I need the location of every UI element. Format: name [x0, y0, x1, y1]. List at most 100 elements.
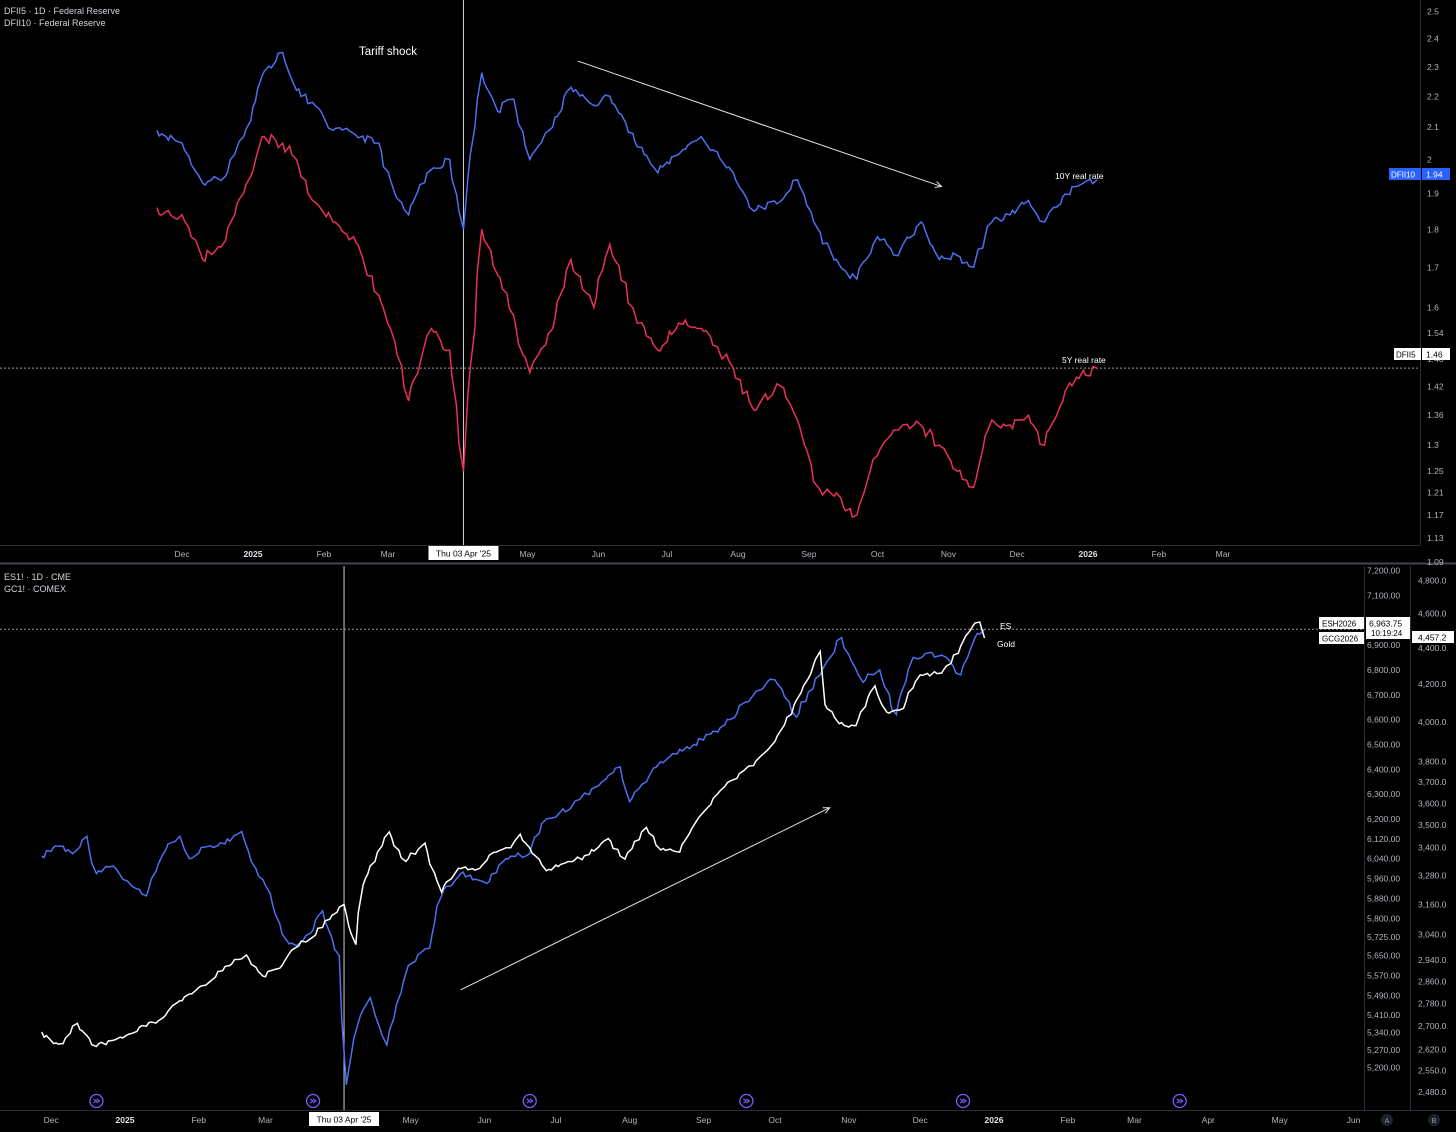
- gold-yaxis-tick-label: 3,280.0: [1418, 870, 1447, 880]
- bottom-trend-arrow: [460, 807, 830, 991]
- gold-yaxis-tick-label: 3,160.0: [1418, 899, 1447, 909]
- gold-yaxis-tick-label: 2,780.0: [1418, 999, 1447, 1009]
- es-series-label: ES: [1000, 621, 1012, 631]
- top-xaxis-tick-label: Jun: [592, 549, 606, 559]
- es-yaxis-tick-label: 6,700.00: [1367, 690, 1400, 700]
- rollover-event-icon-glyph: [309, 1098, 318, 1104]
- bottom-xaxis-tick-label: Jun: [478, 1115, 492, 1125]
- top-xaxis-tick-label: 2025: [244, 549, 263, 559]
- rollover-event-icon[interactable]: [522, 1093, 537, 1109]
- rollover-event-icon-glyph: [526, 1098, 534, 1104]
- top-xaxis-tick-label: Sep: [801, 549, 816, 559]
- top-yaxis-tick-label: 1.09: [1427, 557, 1444, 567]
- rollover-event-icon[interactable]: [1172, 1093, 1187, 1109]
- bottom-xaxis-tick-label: 2026: [985, 1115, 1004, 1125]
- gold-yaxis-tick-label: 3,400.0: [1418, 843, 1447, 853]
- top-yaxis-tick-label: 1.13: [1427, 533, 1444, 543]
- top-yaxis-tick-label: 2.1: [1427, 122, 1439, 132]
- top-xaxis-tick-label: Oct: [871, 549, 885, 559]
- top-yaxis-tick-label: 1.42: [1427, 382, 1444, 392]
- es-yaxis-tick-label: 5,340.00: [1367, 1028, 1400, 1038]
- es-countdown-tag: 10:19:24: [1371, 629, 1403, 638]
- gold-yaxis-tick-label: 2,550.0: [1418, 1065, 1447, 1075]
- dfii5-symbol-tag: DFII5: [1396, 351, 1416, 360]
- es-yaxis-tick-label: 5,960.00: [1367, 874, 1400, 884]
- gold-series-line: [41, 621, 986, 1048]
- gold-value-tag: 4,457.2: [1418, 633, 1447, 643]
- dfii10-symbol-tag: DFII10: [1391, 171, 1416, 180]
- dfii5-series-label: 5Y real rate: [1062, 355, 1106, 365]
- top-yaxis-tick-label: 1.7: [1427, 262, 1439, 272]
- rollover-event-icon[interactable]: [89, 1093, 104, 1109]
- dfii5-symbol-tag-bg: [1394, 348, 1421, 360]
- pane-button-b-label: B: [1432, 1118, 1437, 1125]
- bottom-xaxis-tick-label: Sep: [696, 1115, 711, 1125]
- es-yaxis-tick-label: 6,900.00: [1367, 640, 1400, 650]
- rollover-event-icon-glyph: [743, 1098, 751, 1104]
- gold-yaxis-tick-label: 2,940.0: [1418, 955, 1447, 965]
- es-yaxis-tick-label: 5,270.00: [1367, 1045, 1400, 1055]
- top-trend-arrow: [577, 60, 942, 188]
- es-yaxis-tick-label: 7,100.00: [1367, 590, 1400, 600]
- pane-button-a-label: A: [1385, 1118, 1390, 1125]
- dfii10-series-line: [156, 51, 1098, 281]
- gold-yaxis-tick-label: 4,400.0: [1418, 643, 1447, 653]
- rollover-event-icon[interactable]: [955, 1093, 971, 1109]
- es-value-tag-bg: [1366, 617, 1410, 639]
- top-xaxis-tick-label: Mar: [381, 549, 396, 559]
- es-yaxis-tick-label: 6,500.00: [1367, 739, 1400, 749]
- es-yaxis-tick-label: 6,200.00: [1367, 814, 1400, 824]
- dfii10-value-tag: 1.94: [1426, 170, 1443, 180]
- bottom-crosshair-date-label: Thu 03 Apr '25: [317, 1115, 372, 1125]
- top-xaxis-tick-label: Mar: [1216, 549, 1231, 559]
- top-yaxis-tick-label: 1.8: [1427, 224, 1439, 234]
- gold-value-tag-bg: [1412, 631, 1454, 643]
- es-yaxis-tick-label: 6,800.00: [1367, 665, 1400, 675]
- gold-symbol-tag: GCG2026: [1322, 635, 1359, 644]
- es-yaxis-tick-label: 6,400.00: [1367, 764, 1400, 774]
- bottom-legend-line-1: ES1! · 1D · CME: [4, 572, 71, 582]
- bottom-xaxis-tick-label: Aug: [622, 1115, 637, 1125]
- top-legend-line-2: DFII10 · Federal Reserve: [4, 18, 106, 28]
- pane-button-b[interactable]: [1428, 1114, 1440, 1126]
- gold-yaxis-tick-label: 4,800.0: [1418, 576, 1447, 586]
- top-yaxis-tick-label: 1.25: [1427, 466, 1444, 476]
- es-symbol-tag: ESH2026: [1322, 620, 1357, 629]
- gold-yaxis-tick-label: 3,700.0: [1418, 777, 1447, 787]
- rollover-event-icon-glyph: [959, 1098, 968, 1104]
- es-yaxis-tick-label: 6,120.00: [1367, 834, 1400, 844]
- top-yaxis-tick-label: 1.54: [1427, 328, 1444, 338]
- bottom-xaxis-tick-label: Dec: [44, 1115, 60, 1125]
- bottom-xaxis-tick-label: 2025: [116, 1115, 135, 1125]
- es-yaxis-tick-label: 5,880.00: [1367, 893, 1400, 903]
- bottom-legend-line-2: GC1! · COMEX: [4, 584, 66, 594]
- dfii5-value-tag: 1.46: [1426, 350, 1443, 360]
- es-yaxis-tick-label: 6,300.00: [1367, 789, 1400, 799]
- dfii5-series-line: [156, 133, 1098, 519]
- dfii10-series-label: 10Y real rate: [1055, 171, 1104, 181]
- gold-yaxis-tick-label: 2,620.0: [1418, 1044, 1447, 1054]
- top-xaxis-tick-label: Feb: [317, 549, 332, 559]
- bottom-xaxis-tick-label: May: [403, 1115, 420, 1125]
- pane-button-a[interactable]: [1381, 1114, 1393, 1126]
- gold-yaxis-tick-label: 3,040.0: [1418, 929, 1447, 939]
- es-yaxis-tick-label: 5,650.00: [1367, 951, 1400, 961]
- es-yaxis-tick-label: 5,410.00: [1367, 1010, 1400, 1020]
- es-yaxis-tick-label: 6,040.00: [1367, 854, 1400, 864]
- gold-yaxis-tick-label: 2,480.0: [1418, 1087, 1447, 1097]
- top-xaxis-tick-label: Aug: [730, 549, 745, 559]
- rollover-event-icon-glyph: [93, 1098, 101, 1104]
- top-crosshair-date-bg: [428, 546, 499, 560]
- es-symbol-tag-bg: [1319, 617, 1364, 629]
- top-yaxis-tick-label: 2.2: [1427, 91, 1439, 101]
- top-xaxis-tick-label: Jul: [662, 549, 673, 559]
- bottom-xaxis-tick-label: Apr: [1202, 1115, 1215, 1125]
- rollover-event-icon[interactable]: [739, 1093, 754, 1109]
- rollover-event-icon[interactable]: [305, 1093, 321, 1109]
- gold-yaxis-tick-label: 3,600.0: [1418, 798, 1447, 808]
- top-xaxis-tick-label: Feb: [1152, 549, 1167, 559]
- dfii5-value-tag-bg: [1422, 348, 1450, 360]
- gold-symbol-tag-bg: [1319, 632, 1364, 644]
